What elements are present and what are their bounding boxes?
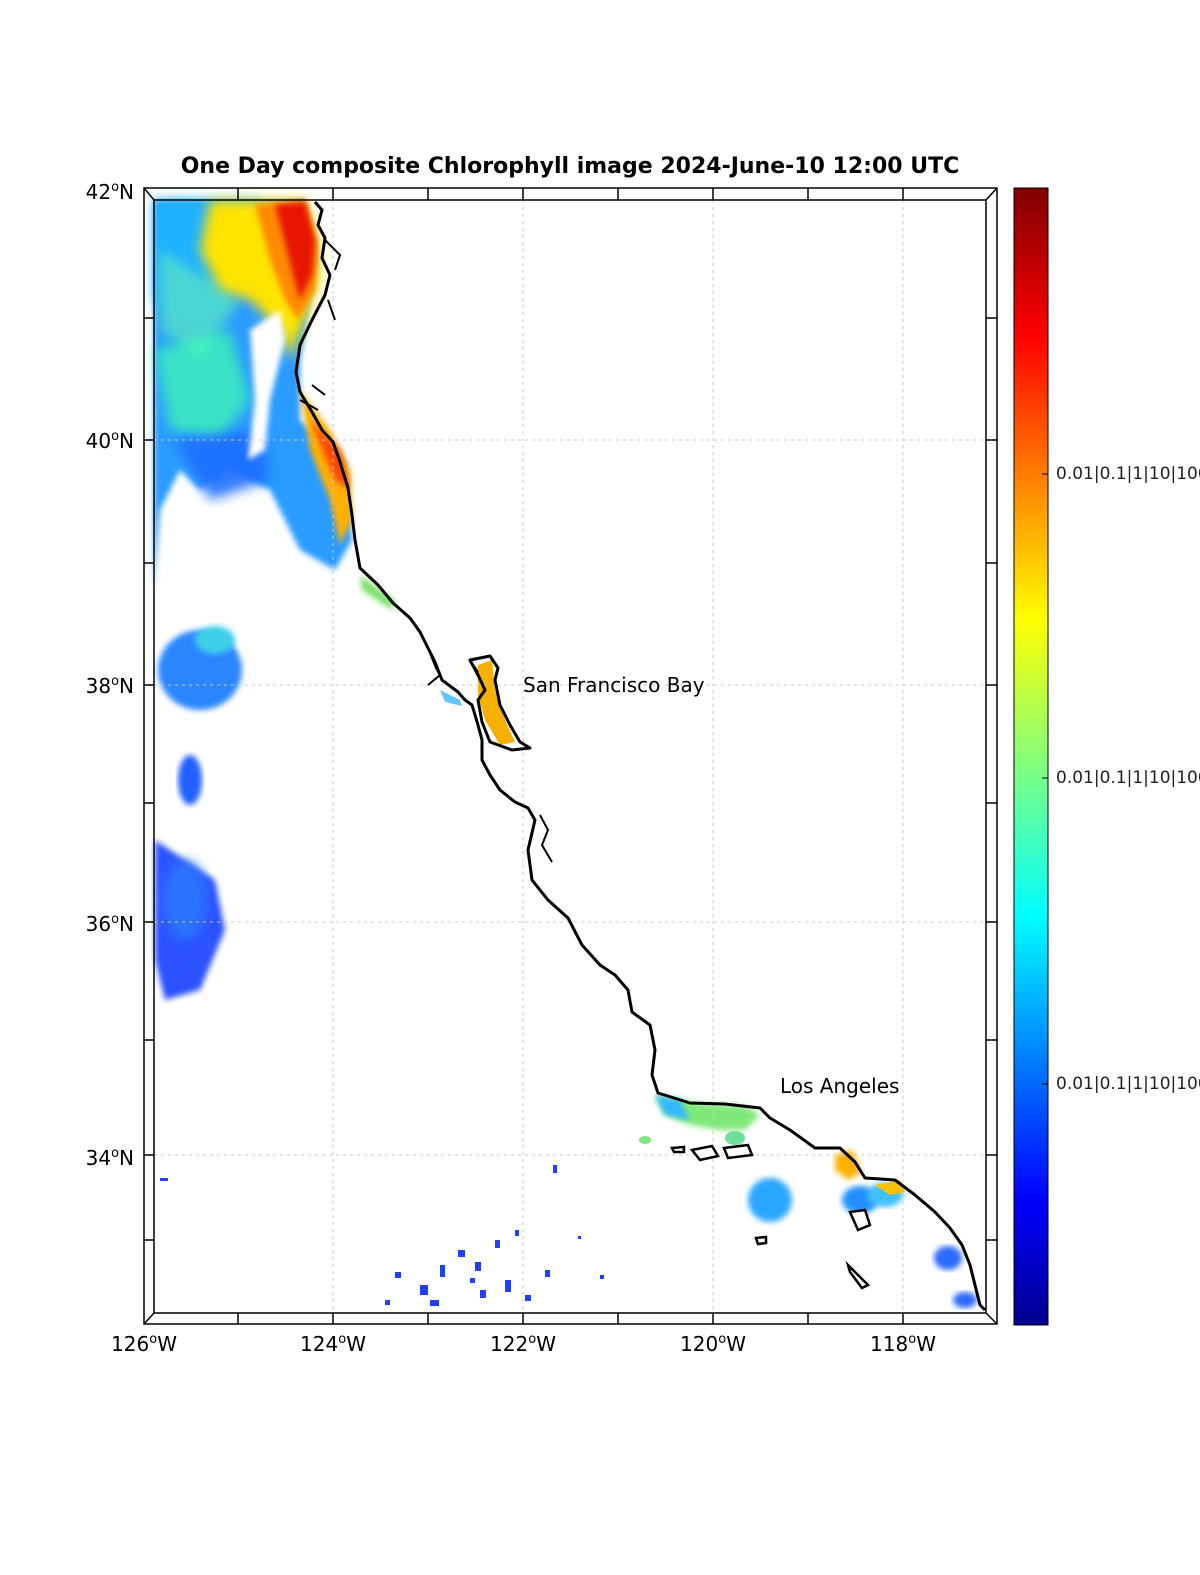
chlorophyll-layer (154, 200, 977, 1308)
colorbar-tick-label: 0.01|0.1|1|10|100 (1056, 464, 1200, 484)
colorbar-tick-label: 0.01|0.1|1|10|100 (1056, 768, 1200, 788)
map-frame (143, 187, 998, 1325)
lon-label-118w: 118oW (870, 1332, 936, 1356)
lat-label-34n: 34oN (85, 1146, 134, 1170)
place-label-los-angeles: Los Angeles (780, 1074, 900, 1098)
coastline (294, 201, 987, 1312)
lon-label-124w: 124oW (300, 1332, 366, 1356)
lat-label-36n: 36oN (85, 912, 134, 936)
lat-label-40n: 40oN (85, 429, 134, 453)
place-label-san-francisco-bay: San Francisco Bay (523, 673, 705, 697)
lat-label-38n: 38oN (85, 674, 134, 698)
colorbar (1013, 187, 1049, 1326)
colorbar-tick-label: 0.01|0.1|1|10|100 (1056, 1074, 1200, 1094)
map-title: One Day composite Chlorophyll image 2024… (180, 154, 960, 179)
lon-label-126w: 126oW (111, 1332, 177, 1356)
lon-label-122w: 122oW (490, 1332, 556, 1356)
lon-label-120w: 120oW (680, 1332, 746, 1356)
lat-label-42n: 42oN (85, 180, 134, 204)
channel-islands (670, 1143, 872, 1290)
